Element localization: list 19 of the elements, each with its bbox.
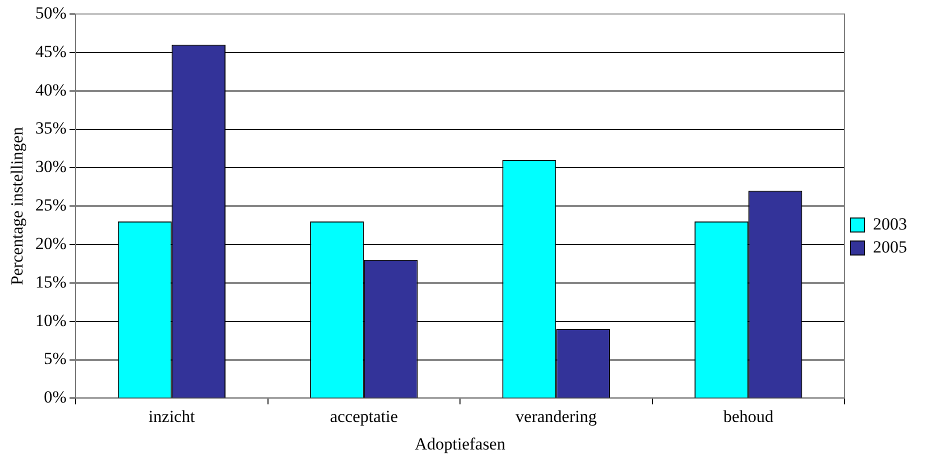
x-axis-title: Adoptiefasen <box>414 434 506 454</box>
y-tick-label: 30% <box>35 157 67 176</box>
y-tick-label: 15% <box>35 272 67 292</box>
y-tick-label: 40% <box>35 80 67 100</box>
y-tick-label: 0% <box>44 388 67 407</box>
y-axis-title: Percentage instellingen <box>8 126 27 286</box>
y-tick-label: 50% <box>35 3 67 22</box>
x-tick-label: acceptatie <box>330 406 398 426</box>
legend-label: 2005 <box>873 237 907 256</box>
x-tick-label: verandering <box>516 406 598 426</box>
x-tick-label: behoud <box>723 406 774 426</box>
y-tick-label: 35% <box>35 118 67 138</box>
x-tick-label: inzicht <box>148 406 196 426</box>
y-tick-label: 25% <box>35 196 67 215</box>
legend-label: 2003 <box>873 214 907 234</box>
y-tick-label: 45% <box>35 42 67 61</box>
y-tick-label: 10% <box>35 310 67 330</box>
y-tick-label: 20% <box>35 234 67 253</box>
y-tick-label: 5% <box>44 349 67 368</box>
